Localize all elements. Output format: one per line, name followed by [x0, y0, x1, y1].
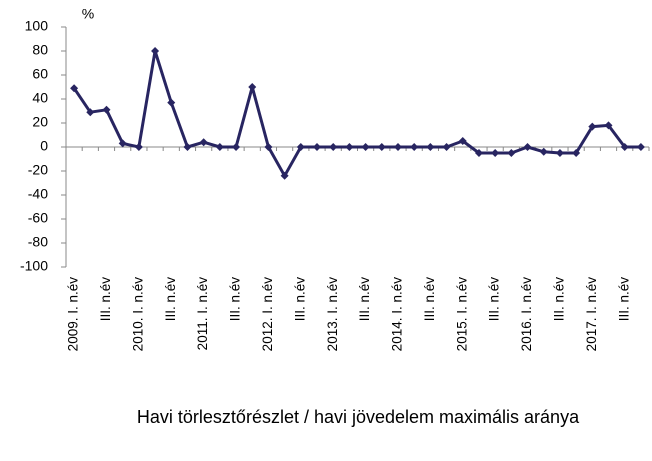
data-point — [474, 149, 483, 157]
data-point — [199, 138, 208, 147]
data-point — [426, 143, 435, 151]
x-tick-label: III. n.év — [616, 277, 631, 322]
data-point — [555, 149, 564, 157]
x-tick-label: 2012. I. n.év — [260, 277, 275, 352]
x-tick-label: 2009. I. n.év — [66, 277, 81, 352]
y-tick-label: -20 — [28, 162, 48, 178]
y-tick-label: -80 — [28, 234, 48, 250]
data-point — [232, 143, 241, 151]
y-tick-label: 100 — [25, 18, 49, 34]
x-tick-label: III. n.év — [292, 277, 307, 322]
data-point — [151, 47, 160, 55]
x-tick-label: 2011. I. n.év — [195, 277, 210, 351]
data-point — [215, 143, 224, 151]
data-point — [183, 143, 192, 151]
y-tick-label: 20 — [32, 114, 48, 130]
data-point — [134, 143, 143, 151]
x-tick-label: III. n.év — [487, 277, 502, 322]
data-point — [313, 143, 322, 151]
data-point — [410, 143, 419, 151]
data-point — [491, 149, 500, 157]
y-tick-label: -40 — [28, 186, 48, 202]
data-point — [296, 143, 305, 151]
y-tick-label: 40 — [32, 90, 48, 106]
y-tick-label: -60 — [28, 210, 48, 226]
data-point — [280, 171, 289, 180]
data-point — [167, 98, 176, 107]
line-series — [72, 49, 641, 178]
data-point — [458, 137, 467, 145]
x-tick-label: 2017. I. n.év — [584, 277, 599, 352]
x-axis-label: Havi törlesztőrészlet / havi jövedelem m… — [136, 407, 580, 427]
data-point — [442, 143, 451, 151]
data-point — [329, 143, 338, 151]
data-point — [572, 149, 581, 157]
data-point — [636, 143, 645, 151]
x-tick-label: III. n.év — [163, 277, 178, 322]
x-tick-label: 2016. I. n.év — [519, 277, 534, 352]
y-tick-label: 80 — [32, 42, 48, 58]
data-point — [604, 121, 613, 130]
x-tick-label: III. n.év — [98, 277, 113, 322]
x-tick-label: III. n.év — [228, 277, 243, 322]
data-point — [507, 149, 516, 157]
x-tick-label: 2014. I. n.év — [390, 277, 405, 352]
y-tick-label: 0 — [40, 138, 48, 154]
data-point — [345, 143, 354, 151]
x-tick-label: III. n.év — [357, 277, 372, 322]
x-tick-label: III. n.év — [551, 277, 566, 322]
data-point — [523, 143, 532, 151]
data-point — [620, 143, 629, 151]
data-point — [102, 105, 111, 114]
data-point — [539, 147, 548, 156]
x-tick-label: III. n.év — [422, 277, 437, 322]
data-point — [248, 83, 257, 91]
y-axis-label: % — [82, 6, 94, 22]
y-tick-label: -100 — [20, 258, 48, 274]
data-point — [264, 143, 273, 151]
y-tick-label: 60 — [32, 66, 48, 82]
data-point — [393, 143, 402, 151]
x-tick-label: 2013. I. n.év — [325, 277, 340, 352]
data-point — [86, 108, 95, 117]
data-point — [588, 122, 597, 131]
x-tick-label: 2010. I. n.év — [130, 277, 145, 352]
data-point — [377, 143, 386, 151]
data-point — [70, 84, 79, 93]
x-tick-label: 2015. I. n.év — [454, 277, 469, 352]
data-point — [361, 143, 370, 151]
data-point — [118, 139, 127, 148]
